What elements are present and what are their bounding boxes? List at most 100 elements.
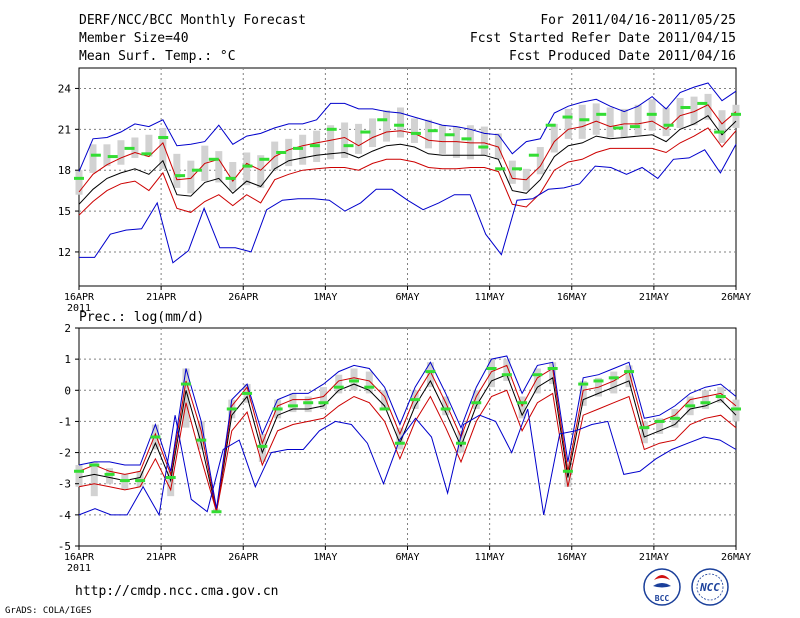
series-line-mean-sd bbox=[78, 389, 737, 512]
spread-box bbox=[488, 359, 496, 388]
spread-box bbox=[732, 104, 740, 128]
series-line-ensemble-max bbox=[78, 355, 737, 509]
y-tick-label: -4 bbox=[58, 509, 72, 522]
spread-box bbox=[75, 465, 83, 487]
spread-box bbox=[606, 107, 614, 138]
spread-box bbox=[319, 387, 327, 409]
x-tick-label: 16APR bbox=[64, 292, 95, 303]
spread-box bbox=[106, 468, 114, 484]
series-line-ensemble-mean bbox=[78, 374, 737, 512]
ncc-logo-inner-ring bbox=[696, 573, 724, 601]
spread-box bbox=[503, 359, 511, 381]
x-tick-label: 21APR bbox=[146, 292, 177, 303]
spread-box bbox=[136, 471, 144, 487]
figure-title: DERF/NCC/BCC Monthly Forecast bbox=[79, 13, 306, 28]
spread-box bbox=[327, 125, 335, 160]
x-tick-label: 6MAY bbox=[395, 552, 419, 563]
y-tick-label: 2 bbox=[64, 322, 71, 335]
x-tick-label: 1MAY bbox=[313, 292, 337, 303]
spread-box bbox=[533, 368, 541, 394]
x-tick-label: 1MAY bbox=[313, 552, 337, 563]
series-line-ensemble-mean bbox=[78, 115, 737, 205]
spread-box bbox=[426, 362, 434, 388]
ncc-logo-text: NCC bbox=[699, 581, 720, 594]
forecast-period-label: For 2011/04/16-2011/05/25 bbox=[540, 13, 736, 28]
spread-box bbox=[285, 138, 293, 167]
precip-panel-title: Prec.: log(mm/d) bbox=[79, 310, 204, 325]
bcc-logo-swirl-red bbox=[654, 575, 670, 580]
grads-credit: GrADS: COLA/IGES bbox=[5, 606, 92, 616]
spread-box bbox=[610, 371, 618, 394]
spread-box bbox=[131, 137, 139, 158]
x-tick-label: 11MAY bbox=[475, 292, 505, 303]
x-tick-label: 21MAY bbox=[639, 552, 669, 563]
spread-box bbox=[243, 152, 251, 186]
spread-box bbox=[704, 93, 712, 120]
source-url[interactable]: http://cmdp.ncc.cma.gov.cn bbox=[75, 584, 279, 599]
temperature-chart-panel: 12 15 18 21 24 16APR 21APR 26APR 1MAY 6MAY 11MAY 16… bbox=[58, 67, 751, 314]
x-tick-label: 26MAY bbox=[721, 552, 751, 563]
spread-box bbox=[410, 118, 418, 143]
x-tick-label: 16MAY bbox=[557, 292, 587, 303]
spread-box bbox=[438, 125, 446, 154]
spread-box bbox=[173, 153, 181, 188]
x-tick-label: 26MAY bbox=[721, 292, 751, 303]
spread-box bbox=[620, 108, 628, 138]
forecast-started-label: Fcst Started Refer Date 2011/04/15 bbox=[470, 31, 736, 46]
series-line-mean-sd bbox=[78, 127, 737, 216]
y-tick-label: -3 bbox=[58, 478, 71, 491]
spread-box bbox=[550, 123, 558, 153]
spread-box bbox=[718, 110, 726, 143]
y-tick-label: 24 bbox=[58, 82, 72, 95]
member-size-label: Member Size=40 bbox=[79, 31, 189, 46]
spread-box bbox=[656, 418, 664, 434]
spread-box bbox=[472, 390, 480, 409]
spread-box bbox=[215, 151, 223, 183]
y-tick-label: 15 bbox=[58, 205, 71, 218]
spread-box bbox=[536, 147, 544, 175]
spread-box bbox=[676, 97, 684, 128]
spread-box bbox=[457, 430, 465, 453]
spread-box bbox=[121, 474, 129, 490]
spread-box bbox=[75, 170, 83, 195]
spread-box bbox=[494, 133, 502, 160]
series-line-mean-sd bbox=[78, 104, 737, 193]
spread-box bbox=[717, 387, 725, 403]
spread-box bbox=[397, 107, 405, 138]
spread-box bbox=[229, 162, 237, 191]
x-tick-label: 26APR bbox=[228, 552, 259, 563]
precipitation-chart-panel: -5 -4 -3 -2 -1 0 1 2 16APR 21APR 26APR 1MAY 6MAY 11MA… bbox=[58, 322, 751, 574]
x-tick-label: 6MAY bbox=[395, 292, 419, 303]
x-tick-label: 26APR bbox=[228, 292, 259, 303]
y-tick-label: 21 bbox=[58, 123, 71, 136]
spread-box bbox=[182, 368, 190, 428]
series-line-ensemble-min bbox=[78, 408, 737, 517]
temp-panel-title: Mean Surf. Temp.: °C bbox=[79, 49, 236, 64]
spread-box bbox=[452, 126, 460, 158]
spread-box bbox=[117, 140, 125, 165]
spread-box bbox=[365, 371, 373, 394]
y-tick-label: -2 bbox=[58, 447, 71, 460]
spread-box bbox=[90, 461, 98, 497]
spread-box bbox=[257, 155, 265, 188]
spread-box bbox=[396, 427, 404, 450]
y-tick-label: -1 bbox=[58, 415, 71, 428]
spread-box bbox=[634, 104, 642, 135]
series-line-mean-sd bbox=[78, 364, 737, 512]
ncc-logo-ring bbox=[691, 568, 729, 606]
spread-box bbox=[145, 134, 153, 157]
y-tick-label: -5 bbox=[58, 540, 71, 553]
spread-box bbox=[335, 374, 343, 394]
spread-box bbox=[518, 396, 526, 419]
spread-box bbox=[304, 396, 312, 413]
bcc-logo-text: BCC bbox=[655, 594, 670, 603]
x-year-label: 2011 bbox=[67, 563, 91, 574]
spread-box bbox=[271, 141, 279, 171]
spread-box bbox=[579, 380, 587, 406]
spread-box bbox=[690, 96, 698, 126]
spread-box bbox=[350, 368, 358, 391]
spread-box bbox=[258, 433, 266, 462]
y-tick-label: 12 bbox=[58, 246, 71, 259]
spread-box bbox=[159, 127, 167, 169]
